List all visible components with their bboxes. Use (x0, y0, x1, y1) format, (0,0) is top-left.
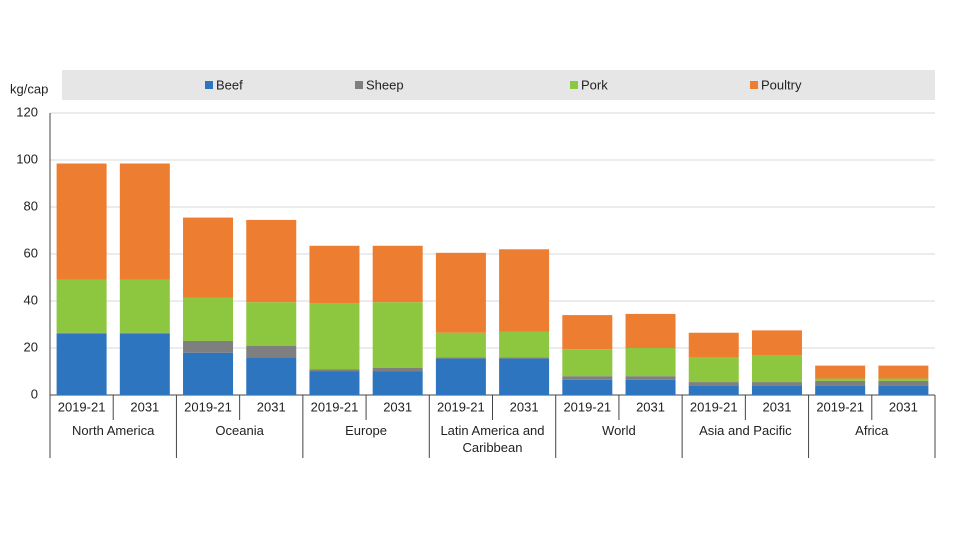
group-label: North America (72, 423, 155, 438)
bar-segment (878, 378, 929, 381)
bar-segment (751, 330, 802, 356)
bar-segment (815, 378, 866, 381)
bar-segment (688, 332, 739, 358)
y-tick-label: 20 (24, 339, 38, 354)
bar-segment (246, 345, 297, 358)
group-label: World (602, 423, 636, 438)
bar-segment (562, 349, 613, 377)
x-tick-label: 2031 (383, 399, 412, 414)
bar-segment (435, 332, 486, 358)
bar-segment (246, 302, 297, 346)
bar-segment (878, 365, 929, 379)
y-tick-label: 120 (16, 104, 38, 119)
legend-swatch (205, 81, 213, 89)
bar-segment (751, 355, 802, 383)
group-label: Africa (855, 423, 889, 438)
y-tick-label: 40 (24, 292, 38, 307)
bar-segment (119, 333, 170, 395)
bar-segment (183, 340, 234, 353)
bar-segment (435, 357, 486, 359)
bar-segment (183, 352, 234, 395)
bar-segment (56, 163, 107, 280)
bar-segment (119, 332, 170, 334)
bar-segment (878, 385, 929, 395)
legend-swatch (355, 81, 363, 89)
legend-background (62, 70, 935, 100)
bar-segment (688, 385, 739, 395)
x-tick-label: 2019-21 (58, 399, 106, 414)
bar-segment (625, 313, 676, 348)
bar-segment (309, 303, 360, 370)
bar-segment (562, 379, 613, 395)
bar-segment (183, 297, 234, 341)
bar-segment (499, 358, 550, 395)
bar-segment (815, 365, 866, 379)
x-tick-label: 2031 (763, 399, 792, 414)
bar-segment (56, 333, 107, 395)
legend-label: Pork (581, 77, 608, 92)
y-tick-label: 80 (24, 198, 38, 213)
y-tick-label: 100 (16, 151, 38, 166)
bar-segment (372, 245, 423, 303)
bar-segment (309, 245, 360, 304)
bar-segment (562, 376, 613, 380)
bar-segment (815, 385, 866, 395)
legend-label: Beef (216, 77, 243, 92)
bar-segment (372, 367, 423, 372)
legend-swatch (570, 81, 578, 89)
bar-segment (56, 279, 107, 333)
bar-segment (751, 382, 802, 386)
legend-swatch (750, 81, 758, 89)
bar-segment (625, 348, 676, 377)
bar-segment (688, 382, 739, 386)
bar-segment (372, 302, 423, 368)
legend-label: Poultry (761, 77, 802, 92)
bar-segment (119, 279, 170, 333)
bar-segment (309, 369, 360, 372)
y-tick-label: 0 (31, 386, 38, 401)
bar-segment (56, 332, 107, 334)
bar-segment (815, 380, 866, 386)
x-tick-label: 2031 (130, 399, 159, 414)
x-tick-label: 2031 (889, 399, 918, 414)
x-tick-label: 2019-21 (690, 399, 738, 414)
x-tick-label: 2019-21 (563, 399, 611, 414)
group-label: Europe (345, 423, 388, 438)
bar-segment (372, 371, 423, 395)
x-tick-label: 2031 (257, 399, 286, 414)
bar-segment (625, 379, 676, 395)
bar-segment (878, 380, 929, 386)
bar-segment (183, 217, 234, 298)
x-tick-label: 2019-21 (311, 399, 359, 414)
group-label: Latin America and Caribbean (440, 423, 545, 455)
x-tick-label: 2019-21 (184, 399, 232, 414)
y-tick-label: 60 (24, 245, 38, 260)
bar-segment (499, 331, 550, 358)
bar-segment (435, 252, 486, 333)
x-tick-label: 2031 (510, 399, 539, 414)
x-tick-label: 2019-21 (816, 399, 864, 414)
bar-segment (688, 357, 739, 383)
bar-segment (751, 385, 802, 395)
bar-segment (119, 163, 170, 280)
bar-segment (562, 315, 613, 350)
x-tick-label: 2019-21 (437, 399, 485, 414)
bar-segment (309, 371, 360, 395)
x-tick-label: 2031 (636, 399, 665, 414)
bar-segment (499, 249, 550, 332)
legend-label: Sheep (366, 77, 404, 92)
bar-segment (435, 358, 486, 395)
y-axis-label: kg/cap (10, 81, 48, 96)
bar-segment (625, 376, 676, 380)
bar-segment (246, 357, 297, 395)
bar-segment (246, 219, 297, 303)
group-label: Oceania (215, 423, 264, 438)
bar-segment (499, 357, 550, 359)
group-label: Asia and Pacific (699, 423, 792, 438)
